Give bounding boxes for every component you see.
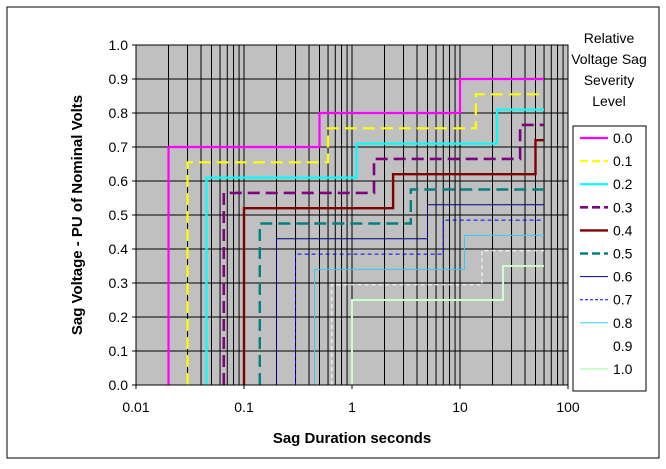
legend-label: 0.1 [613,153,633,169]
legend-box [572,125,647,392]
legend-title-line: Voltage Sag [571,51,647,67]
legend-item: 0.4 [580,222,633,238]
y-tick-label: 0.0 [109,377,129,393]
legend-label: 0.5 [613,246,633,262]
y-tick-label: 0.1 [109,343,129,359]
series-line-0.5 [258,188,544,385]
legend-label: 0.3 [613,199,633,215]
series-line-1.0 [351,265,544,385]
legend-item: 0.2 [580,176,633,192]
y-tick-label: 0.7 [109,139,129,155]
legend-item: 1.0 [580,361,633,377]
x-tick-label: 0.1 [234,399,254,415]
y-axis-ticks: 0.0 0.1 0.2 0.3 0.4 0.5 0.6 0.7 0.8 0.9 1.0 [109,37,136,393]
legend-item: 0.6 [580,269,633,285]
y-tick-label: 0.6 [109,173,129,189]
y-tick-label: 1.0 [109,37,129,53]
legend-label: 0.2 [613,176,633,192]
y-tick-label: 0.5 [109,207,129,223]
legend-item: 0.9 [580,338,633,354]
series-layer [167,77,544,385]
x-axis-ticks: 0.01 0.1 1 10 100 [122,385,580,415]
series-line-0.0 [167,77,544,385]
y-tick-label: 0.2 [109,309,129,325]
legend-title-line: Relative [584,30,635,46]
x-tick-label: 0.01 [122,399,149,415]
legend-label: 0.9 [613,338,633,354]
y-tick-label: 0.4 [109,241,129,257]
legend-title-line: Level [592,93,625,109]
legend-item: 0.8 [580,315,633,331]
series-line-0.4 [242,138,544,385]
legend-item: 0.1 [580,153,633,169]
x-axis-label: Sag Duration seconds [273,430,431,447]
legend-label: 1.0 [613,361,633,377]
legend-title-line: Severity [584,72,635,88]
legend-label: 0.0 [613,130,633,146]
x-tick-label: 1 [348,399,356,415]
legend-title: Relative Voltage Sag Severity Level [571,30,647,109]
legend-item: 0.3 [580,199,633,215]
x-tick-label: 100 [556,399,580,415]
series-line-0.7 [295,219,544,385]
legend-label: 0.7 [613,292,633,308]
legend: 0.0 0.1 0.2 0.3 0.4 0.5 0.6 0.7 0.8 0.9 1.0 [580,130,633,377]
legend-label: 0.4 [613,222,633,238]
x-tick-label: 10 [452,399,468,415]
series-line-0.1 [186,93,544,385]
series-line-0.2 [205,108,544,385]
grid-lines [135,44,568,386]
legend-item: 0.5 [580,246,633,262]
legend-label: 0.6 [613,269,633,285]
legend-label: 0.8 [613,315,633,331]
legend-item: 0.7 [580,292,633,308]
legend-item: 0.0 [580,130,633,146]
series-line-0.9 [331,250,544,385]
y-tick-label: 0.9 [109,71,129,87]
series-line-0.8 [314,234,544,385]
y-axis-label: Sag Voltage - PU of Nominal Volts [69,95,86,335]
series-line-0.6 [276,204,544,385]
y-tick-label: 0.8 [109,105,129,121]
y-tick-label: 0.3 [109,275,129,291]
